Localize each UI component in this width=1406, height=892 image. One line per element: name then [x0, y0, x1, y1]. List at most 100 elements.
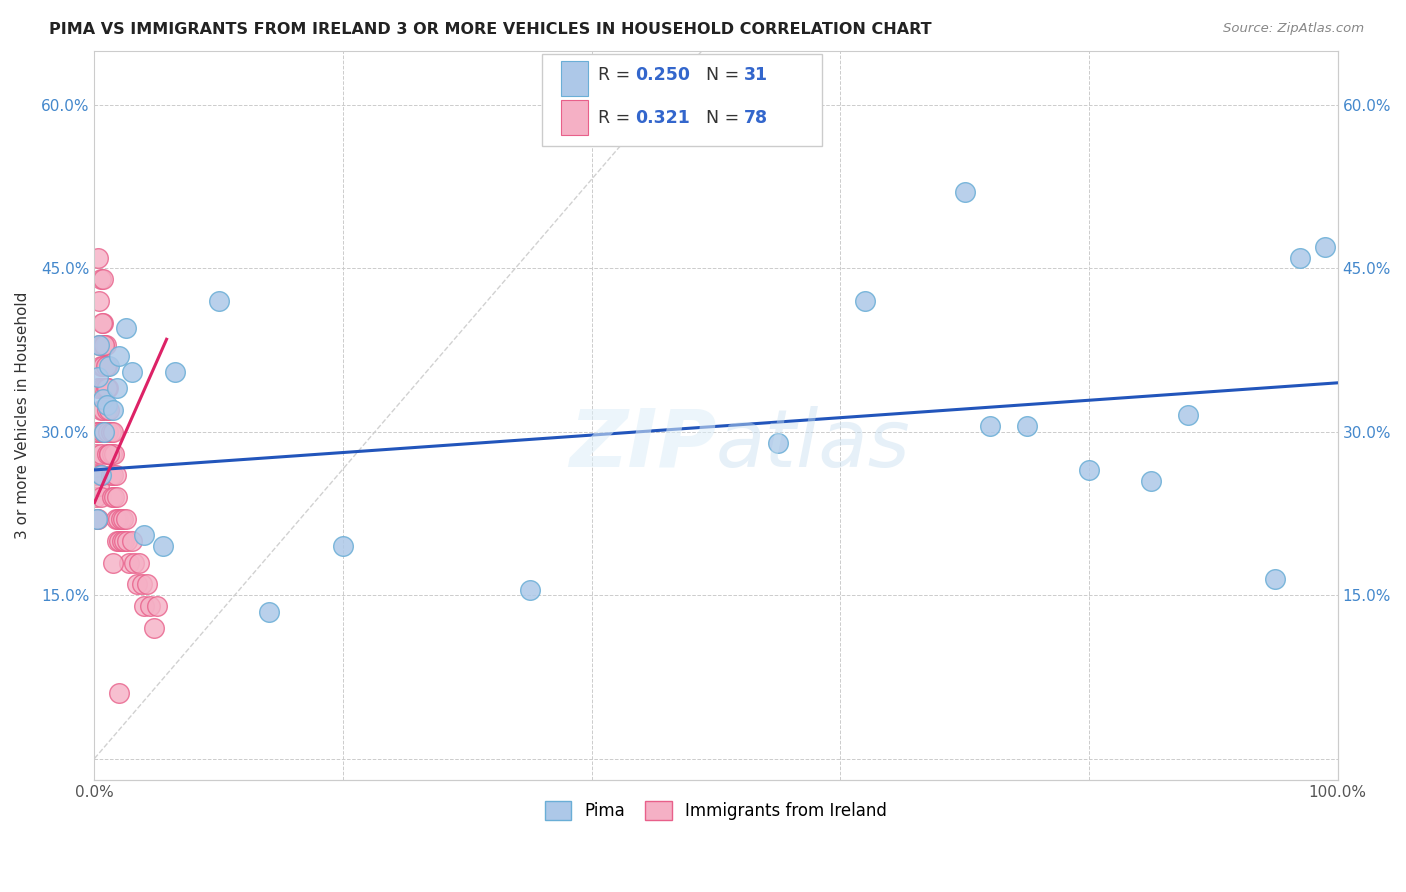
Point	[89, 381, 111, 395]
Point	[90, 490, 112, 504]
Point	[101, 468, 124, 483]
Point	[101, 556, 124, 570]
Point	[105, 490, 128, 504]
Text: N =: N =	[706, 109, 740, 127]
Point	[112, 512, 135, 526]
Point	[98, 447, 121, 461]
Point	[103, 447, 125, 461]
Point	[108, 349, 131, 363]
Point	[101, 447, 124, 461]
Point	[90, 359, 112, 374]
Point	[90, 447, 112, 461]
Point	[979, 419, 1001, 434]
Point	[94, 381, 117, 395]
Point	[90, 425, 112, 439]
Point	[108, 686, 131, 700]
Point	[93, 381, 115, 395]
Text: R =: R =	[598, 66, 630, 84]
Point	[1140, 474, 1163, 488]
Point	[519, 582, 541, 597]
Point	[853, 294, 876, 309]
Point	[104, 512, 127, 526]
Legend: Pima, Immigrants from Ireland: Pima, Immigrants from Ireland	[538, 794, 894, 827]
Point	[98, 359, 121, 374]
Point	[257, 605, 280, 619]
Point	[93, 425, 115, 439]
Y-axis label: 3 or more Vehicles in Household: 3 or more Vehicles in Household	[15, 292, 30, 539]
Point	[90, 337, 112, 351]
Point	[97, 425, 120, 439]
Text: 78: 78	[744, 109, 768, 127]
Point	[135, 577, 157, 591]
Point	[87, 425, 110, 439]
Point	[108, 533, 131, 548]
Point	[89, 337, 111, 351]
Point	[100, 468, 122, 483]
Point	[93, 337, 115, 351]
Point	[101, 490, 124, 504]
Point	[86, 512, 108, 526]
Point	[84, 447, 107, 461]
Point	[122, 556, 145, 570]
Point	[96, 359, 118, 374]
Point	[91, 403, 114, 417]
Point	[94, 337, 117, 351]
Point	[89, 294, 111, 309]
Point	[98, 403, 121, 417]
Point	[128, 556, 150, 570]
Point	[143, 621, 166, 635]
Text: 31: 31	[744, 66, 768, 84]
Point	[1289, 251, 1312, 265]
FancyBboxPatch shape	[561, 61, 588, 95]
Point	[100, 425, 122, 439]
Point	[86, 425, 108, 439]
Point	[766, 435, 789, 450]
Point	[87, 251, 110, 265]
Point	[114, 512, 136, 526]
Point	[91, 272, 114, 286]
Point	[118, 556, 141, 570]
Point	[110, 512, 132, 526]
Point	[86, 468, 108, 483]
Point	[208, 294, 231, 309]
Point	[121, 533, 143, 548]
Point	[91, 316, 114, 330]
Point	[84, 490, 107, 504]
Point	[87, 512, 110, 526]
Point	[89, 479, 111, 493]
Point	[86, 512, 108, 526]
Point	[111, 533, 134, 548]
Point	[89, 425, 111, 439]
Point	[98, 447, 121, 461]
Point	[104, 468, 127, 483]
Point	[165, 365, 187, 379]
Point	[93, 425, 115, 439]
Point	[105, 381, 128, 395]
Point	[90, 272, 112, 286]
Text: ZIP: ZIP	[568, 406, 716, 483]
Point	[87, 381, 110, 395]
Text: Source: ZipAtlas.com: Source: ZipAtlas.com	[1223, 22, 1364, 36]
Text: atlas: atlas	[716, 406, 911, 483]
Point	[145, 599, 167, 613]
Point	[125, 577, 148, 591]
Point	[94, 359, 117, 374]
Point	[1078, 463, 1101, 477]
Point	[90, 316, 112, 330]
Point	[134, 599, 156, 613]
FancyBboxPatch shape	[561, 100, 588, 135]
Point	[96, 398, 118, 412]
Point	[91, 359, 114, 374]
Point	[103, 490, 125, 504]
FancyBboxPatch shape	[541, 54, 821, 145]
Point	[131, 577, 153, 591]
Point	[101, 403, 124, 417]
Point	[96, 381, 118, 395]
Point	[97, 381, 120, 395]
Point	[90, 468, 112, 483]
Point	[121, 365, 143, 379]
Point	[90, 403, 112, 417]
Point	[105, 533, 128, 548]
Point	[139, 599, 162, 613]
Point	[101, 425, 124, 439]
